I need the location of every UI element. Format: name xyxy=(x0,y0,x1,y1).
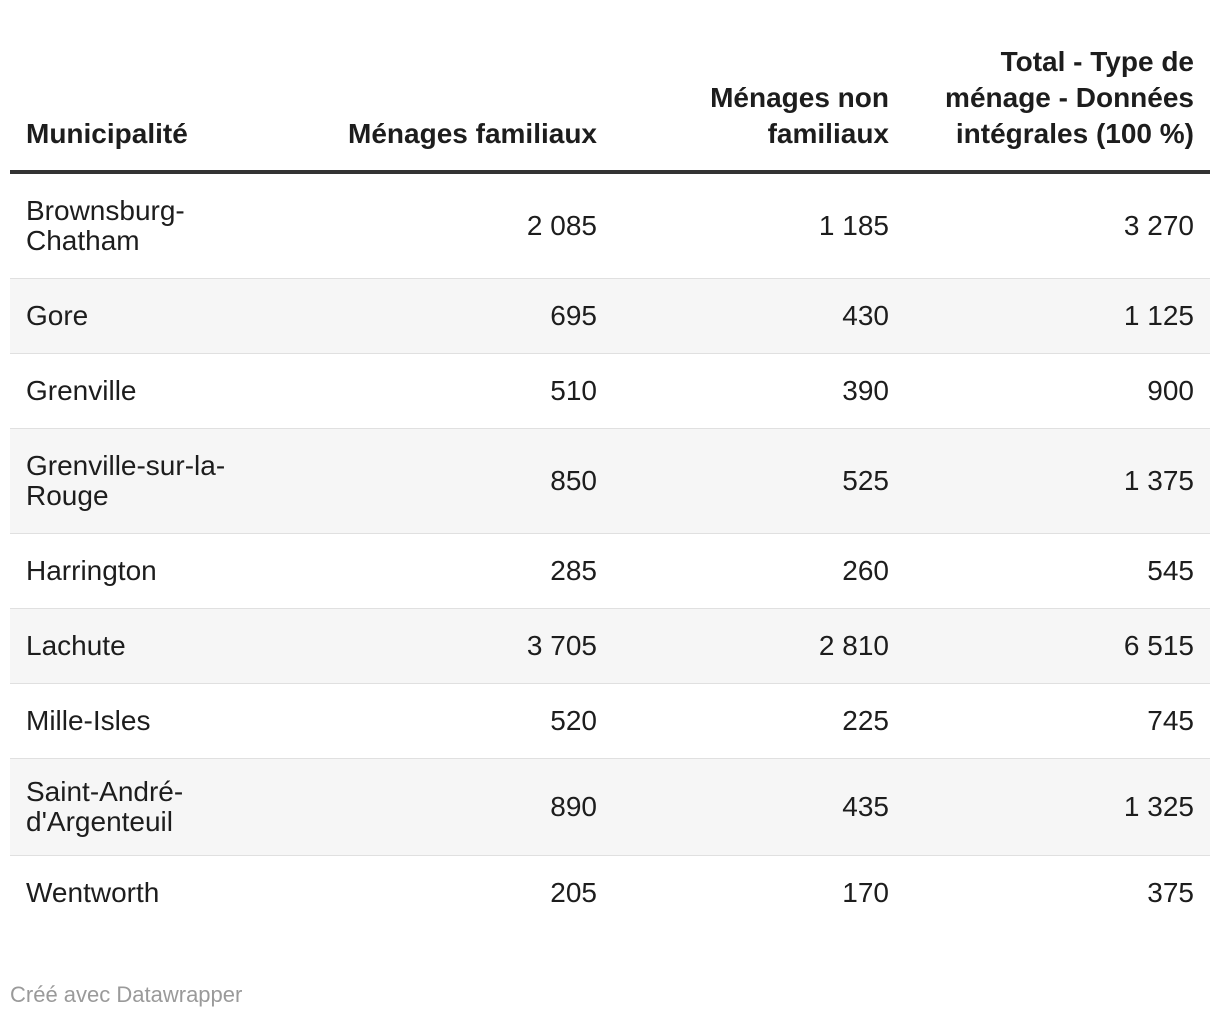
cell-total: 1 375 xyxy=(905,428,1210,534)
table-header: Municipalité Ménages familiaux Ménages n… xyxy=(10,0,1210,174)
table-row: Grenville-sur-la-Rouge 850 525 1 375 xyxy=(10,428,1210,534)
cell-family-households: 695 xyxy=(310,278,613,354)
cell-family-households: 890 xyxy=(310,758,613,856)
cell-family-households: 205 xyxy=(550,877,597,908)
table-row: Saint-André-d'Argenteuil 890 435 1 325 xyxy=(10,758,1210,856)
cell-municipality: Gore xyxy=(10,278,310,354)
table-row: Harrington 285 260 545 xyxy=(10,533,1210,609)
cell-total: 1 125 xyxy=(905,278,1210,354)
cell-total: 545 xyxy=(905,533,1210,609)
cell-total: 745 xyxy=(905,683,1210,759)
cell-municipality: Mille-Isles xyxy=(10,683,310,759)
cell-non-family-households: 390 xyxy=(613,353,905,429)
cell-municipality: Saint-André-d'Argenteuil xyxy=(10,758,310,856)
cell-non-family-households: 260 xyxy=(613,533,905,609)
cell-non-family-households: 430 xyxy=(613,278,905,354)
cell-municipality: Wentworth xyxy=(26,877,160,908)
cell-non-family-households: 525 xyxy=(613,428,905,534)
column-header-municipality[interactable]: Municipalité xyxy=(10,0,310,174)
cell-family-households: 3 705 xyxy=(310,608,613,684)
cell-municipality: Grenville-sur-la-Rouge xyxy=(10,428,310,534)
cell-total: 3 270 xyxy=(905,172,1210,279)
cell-non-family-households: 2 810 xyxy=(613,608,905,684)
cell-municipality: Harrington xyxy=(10,533,310,609)
cell-total: 375 xyxy=(1147,877,1194,908)
cell-municipality: Lachute xyxy=(10,608,310,684)
table-row: Brownsburg-Chatham 2 085 1 185 3 270 xyxy=(10,172,1210,279)
cell-non-family-households: 1 185 xyxy=(613,172,905,279)
table-body: Brownsburg-Chatham 2 085 1 185 3 270 Gor… xyxy=(10,172,1210,930)
cell-non-family-households: 435 xyxy=(613,758,905,856)
cell-municipality: Grenville xyxy=(10,353,310,429)
cell-non-family-households: 225 xyxy=(613,683,905,759)
cell-family-households: 285 xyxy=(310,533,613,609)
cell-total: 900 xyxy=(905,353,1210,429)
table-row: Gore 695 430 1 125 xyxy=(10,278,1210,354)
cell-family-households: 510 xyxy=(310,353,613,429)
table-row: Lachute 3 705 2 810 6 515 xyxy=(10,608,1210,684)
cell-municipality: Brownsburg-Chatham xyxy=(10,172,310,279)
column-header-non-family-households[interactable]: Ménages non familiaux xyxy=(613,0,905,174)
table-row: Mille-Isles 520 225 745 xyxy=(10,683,1210,759)
table-row: Wentworth 205 170 375 xyxy=(10,856,1210,931)
column-header-total[interactable]: Total - Type de ménage - Données intégra… xyxy=(905,0,1210,174)
column-header-family-households[interactable]: Ménages familiaux xyxy=(310,0,613,174)
cell-total: 6 515 xyxy=(905,608,1210,684)
footer-credit[interactable]: Créé avec Datawrapper xyxy=(10,982,243,1007)
cell-non-family-households: 170 xyxy=(842,877,889,908)
header-row: Municipalité Ménages familiaux Ménages n… xyxy=(10,0,1210,174)
cell-family-households: 520 xyxy=(310,683,613,759)
data-table-container: Municipalité Ménages familiaux Ménages n… xyxy=(10,0,1210,930)
cell-total: 1 325 xyxy=(905,758,1210,856)
table-row: Grenville 510 390 900 xyxy=(10,353,1210,429)
household-table: Municipalité Ménages familiaux Ménages n… xyxy=(10,0,1210,930)
cell-family-households: 850 xyxy=(310,428,613,534)
cell-family-households: 2 085 xyxy=(310,172,613,279)
